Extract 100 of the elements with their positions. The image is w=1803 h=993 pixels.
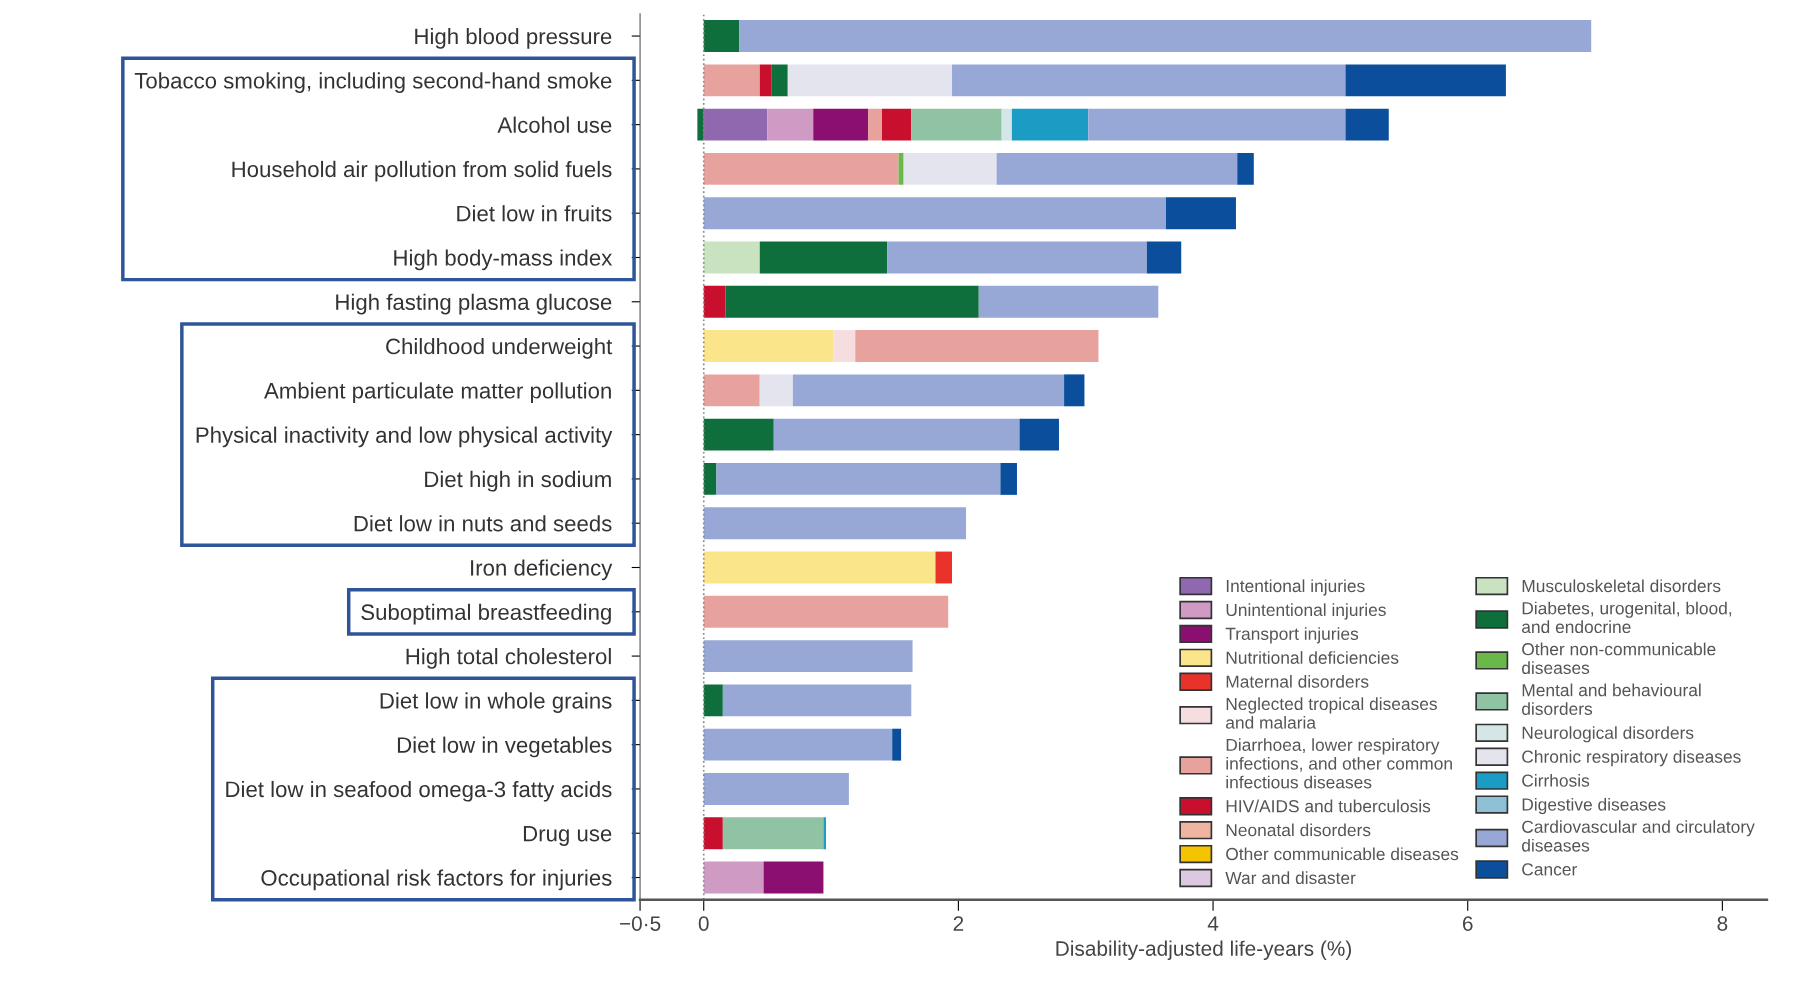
bar — [952, 64, 1346, 97]
bar — [792, 374, 1065, 407]
bar — [703, 772, 849, 805]
bar — [867, 108, 882, 141]
bar — [703, 418, 774, 451]
bar — [1019, 418, 1059, 451]
bar — [703, 595, 949, 628]
y-tick-label: Diet low in nuts and seeds — [354, 515, 612, 532]
bar — [703, 285, 726, 318]
legend-label: War and disaster — [1225, 871, 1356, 885]
bar — [1345, 64, 1506, 97]
bar — [763, 861, 824, 894]
bar — [703, 241, 760, 274]
bar — [703, 551, 936, 584]
bar — [703, 197, 1166, 230]
y-tick-label: High fasting plasma glucose — [336, 293, 612, 315]
bar — [787, 64, 953, 97]
legend-label: Digestive diseases — [1522, 797, 1666, 815]
y-tick-label: Diet low in whole grains — [380, 692, 612, 714]
legend-label: Other communicable diseases — [1226, 847, 1459, 861]
bar — [703, 640, 913, 673]
bar — [1146, 241, 1182, 274]
bar — [722, 684, 912, 717]
bar — [703, 64, 760, 97]
x-tick-label: 6 — [1462, 916, 1473, 931]
bar — [703, 728, 893, 761]
legend-label: Chronic respiratory diseases — [1522, 750, 1741, 767]
bar — [759, 374, 793, 407]
bar — [767, 108, 814, 141]
x-tick-label: 8 — [1717, 916, 1728, 931]
bar — [813, 108, 868, 141]
legend-label: Nutritional deficiencies — [1226, 651, 1399, 664]
legend-label: Neurological disorders — [1522, 726, 1694, 743]
bar — [759, 64, 772, 97]
bar — [833, 330, 856, 362]
bar — [1064, 374, 1085, 407]
legend-label: HIV/AIDS and tuberculosis — [1226, 799, 1431, 813]
bar — [855, 330, 1099, 362]
bar — [903, 152, 997, 185]
y-tick-label: High total cholesterol — [406, 648, 611, 669]
y-tick-label: Household air pollution from solid fuels — [232, 160, 612, 182]
bar — [996, 152, 1238, 185]
bar — [703, 462, 717, 495]
bar — [703, 861, 764, 894]
y-tick-label: Childhood underweight — [386, 338, 613, 359]
bar — [703, 330, 834, 362]
bar — [1237, 152, 1254, 185]
legend-label: Diabetes, urogenital, blood, and endocrine — [1522, 601, 1732, 634]
y-tick-label: Drug use — [523, 825, 612, 846]
y-tick-label: Diet low in seafood omega-3 fatty acids — [226, 780, 612, 802]
bar — [881, 108, 912, 141]
y-tick-label: Tobacco smoking, including second-hand smoke — [134, 72, 612, 93]
bar — [911, 108, 1002, 141]
y-tick-label: Suboptimal breastfeeding — [361, 603, 611, 625]
x-tick-label: 0 — [698, 916, 709, 931]
bar — [978, 285, 1159, 318]
y-tick-label: High body-mass index — [394, 249, 613, 271]
bar — [771, 64, 788, 97]
legend-label: Transport injuries — [1225, 627, 1359, 644]
legend-label: Mental and behavioural disorders — [1522, 683, 1701, 716]
bar — [1345, 108, 1389, 141]
bar — [725, 285, 979, 318]
y-tick-label: Ambient particulate matter pollution — [264, 382, 611, 404]
bar — [773, 418, 1020, 451]
y-tick-label: Occupational risk factors for injuries — [261, 869, 612, 891]
legend-label: Cardiovascular and circulatory diseases — [1522, 820, 1755, 852]
bar — [1165, 197, 1236, 230]
y-tick-label: Iron deficiency — [471, 559, 613, 581]
bar — [739, 20, 1592, 52]
x-tick-label: −0·5 — [619, 916, 661, 931]
y-tick-label: High blood pressure — [415, 27, 612, 49]
y-tick-label: Diet high in sodium — [425, 470, 611, 492]
bar — [898, 152, 904, 185]
y-tick-label: Diet low in fruits — [457, 205, 612, 222]
legend-label: Musculoskeletal disorders — [1522, 579, 1721, 593]
legend-label: Neglected tropical diseases and malaria — [1226, 697, 1437, 729]
bar — [703, 374, 760, 407]
legend-label: Neonatal disorders — [1226, 823, 1371, 837]
bar — [892, 728, 902, 761]
bar — [1001, 108, 1012, 141]
legend-label: Maternal disorders — [1226, 675, 1369, 688]
bar — [1088, 108, 1346, 141]
bar — [1000, 462, 1017, 495]
bar — [759, 241, 888, 274]
legend-label: Cancer — [1522, 863, 1577, 876]
bar — [703, 152, 899, 185]
y-tick-label: Diet low in vegetables — [397, 736, 612, 758]
legend-label: Cirrhosis — [1522, 774, 1590, 787]
bar — [703, 108, 768, 141]
y-tick-label: Alcohol use — [497, 116, 612, 133]
bar — [887, 241, 1147, 274]
bar — [697, 108, 704, 141]
y-tick-label: Physical inactivity and low physical activity — [196, 426, 613, 448]
bar — [722, 817, 824, 850]
legend-label: Diarrhoea, lower respiratory infections, and other common infectious diseases — [1226, 738, 1452, 789]
legend-label: Intentional injuries — [1226, 579, 1365, 596]
legend-label: Unintentional injuries — [1226, 603, 1386, 620]
bar — [935, 551, 953, 584]
bar — [703, 684, 723, 717]
bar — [703, 507, 967, 540]
